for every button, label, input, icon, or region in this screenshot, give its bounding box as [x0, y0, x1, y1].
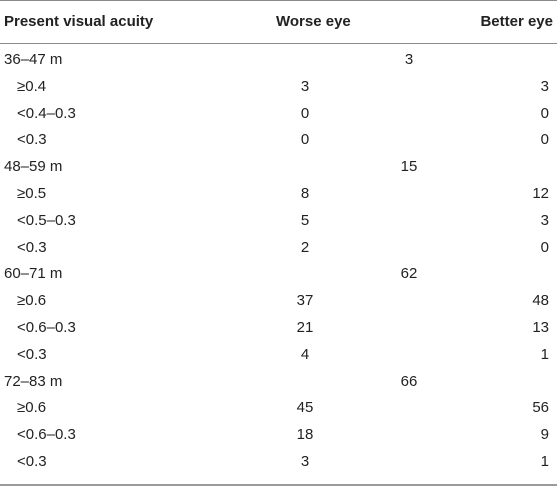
age-group-label: 36–47 m	[4, 51, 63, 68]
table-row: <0.5–0.3 5 3	[0, 207, 557, 234]
worse-eye-cell: 2	[300, 238, 310, 256]
acuity-range-label: <0.3	[17, 453, 47, 470]
table-row: <0.6–0.3 21 13	[0, 314, 557, 341]
table-group-row: 36–47 m 3	[0, 46, 557, 73]
table-row: <0.3 4 1	[0, 341, 557, 368]
acuity-range-label: ≥0.6	[17, 292, 47, 310]
table-row: ≥0.6 37 48	[0, 287, 557, 314]
age-group-count: 3	[404, 51, 414, 68]
header-present-visual-acuity: Present visual acuity	[4, 13, 154, 30]
table-group-row: 48–59 m 15	[0, 153, 557, 180]
age-group-count: 62	[400, 265, 418, 283]
worse-eye-cell: 4	[300, 345, 310, 363]
worse-eye-cell: 37	[296, 292, 314, 310]
better-eye-cell: 3	[540, 77, 549, 95]
header-better-eye: Better eye	[480, 13, 553, 30]
better-eye-cell: 3	[540, 211, 549, 229]
acuity-range-label: <0.5–0.3	[17, 211, 76, 229]
table-header: Present visual acuity Worse eye Better e…	[0, 0, 557, 43]
table-row: ≥0.6 45 56	[0, 394, 557, 421]
worse-eye-cell: 8	[300, 185, 310, 202]
worse-eye-cell: 5	[300, 211, 310, 229]
acuity-range-label: <0.4–0.3	[17, 104, 76, 122]
table-group-row: 60–71 m 62	[0, 260, 557, 287]
table-group-row: 72–83 m 66	[0, 368, 557, 395]
acuity-range-label: <0.3	[17, 345, 47, 363]
table-row: <0.6–0.3 18 9	[0, 421, 557, 448]
worse-eye-cell: 21	[296, 319, 314, 336]
age-group-count: 66	[400, 372, 418, 390]
worse-eye-cell: 3	[300, 453, 310, 470]
table-row: <0.3 0 0	[0, 126, 557, 153]
age-group-label: 48–59 m	[4, 158, 63, 176]
worse-eye-cell: 0	[300, 131, 310, 149]
worse-eye-cell: 18	[296, 426, 314, 444]
acuity-range-label: ≥0.4	[17, 77, 47, 95]
better-eye-cell: 12	[532, 185, 549, 202]
better-eye-cell: 1	[540, 453, 549, 470]
acuity-range-label: <0.3	[17, 238, 47, 256]
acuity-range-label: <0.3	[17, 131, 47, 149]
better-eye-cell: 9	[540, 426, 549, 444]
worse-eye-cell: 0	[300, 104, 310, 122]
acuity-range-label: ≥0.6	[17, 399, 47, 417]
worse-eye-cell: 3	[300, 77, 310, 95]
table-row: ≥0.4 3 3	[0, 73, 557, 100]
header-divider-rule	[0, 43, 557, 44]
table-bottom-rule	[0, 484, 557, 486]
table-row: <0.3 3 1	[0, 448, 557, 475]
table-row: <0.3 2 0	[0, 234, 557, 261]
table-row: <0.4–0.3 0 0	[0, 100, 557, 127]
age-group-label: 72–83 m	[4, 372, 63, 390]
better-eye-cell: 56	[532, 399, 549, 417]
acuity-range-label: <0.6–0.3	[17, 426, 76, 444]
acuity-range-label: <0.6–0.3	[17, 319, 76, 336]
header-worse-eye: Worse eye	[276, 13, 351, 30]
better-eye-cell: 1	[540, 345, 549, 363]
worse-eye-cell: 45	[296, 399, 314, 417]
better-eye-cell: 0	[540, 238, 549, 256]
acuity-range-label: ≥0.5	[17, 185, 47, 202]
table-top-rule	[0, 0, 557, 1]
better-eye-cell: 0	[540, 131, 549, 149]
age-group-count: 15	[400, 158, 418, 176]
table-row: ≥0.5 8 12	[0, 180, 557, 207]
better-eye-cell: 48	[532, 292, 549, 310]
better-eye-cell: 0	[540, 104, 549, 122]
better-eye-cell: 13	[532, 319, 549, 336]
age-group-label: 60–71 m	[4, 265, 63, 283]
